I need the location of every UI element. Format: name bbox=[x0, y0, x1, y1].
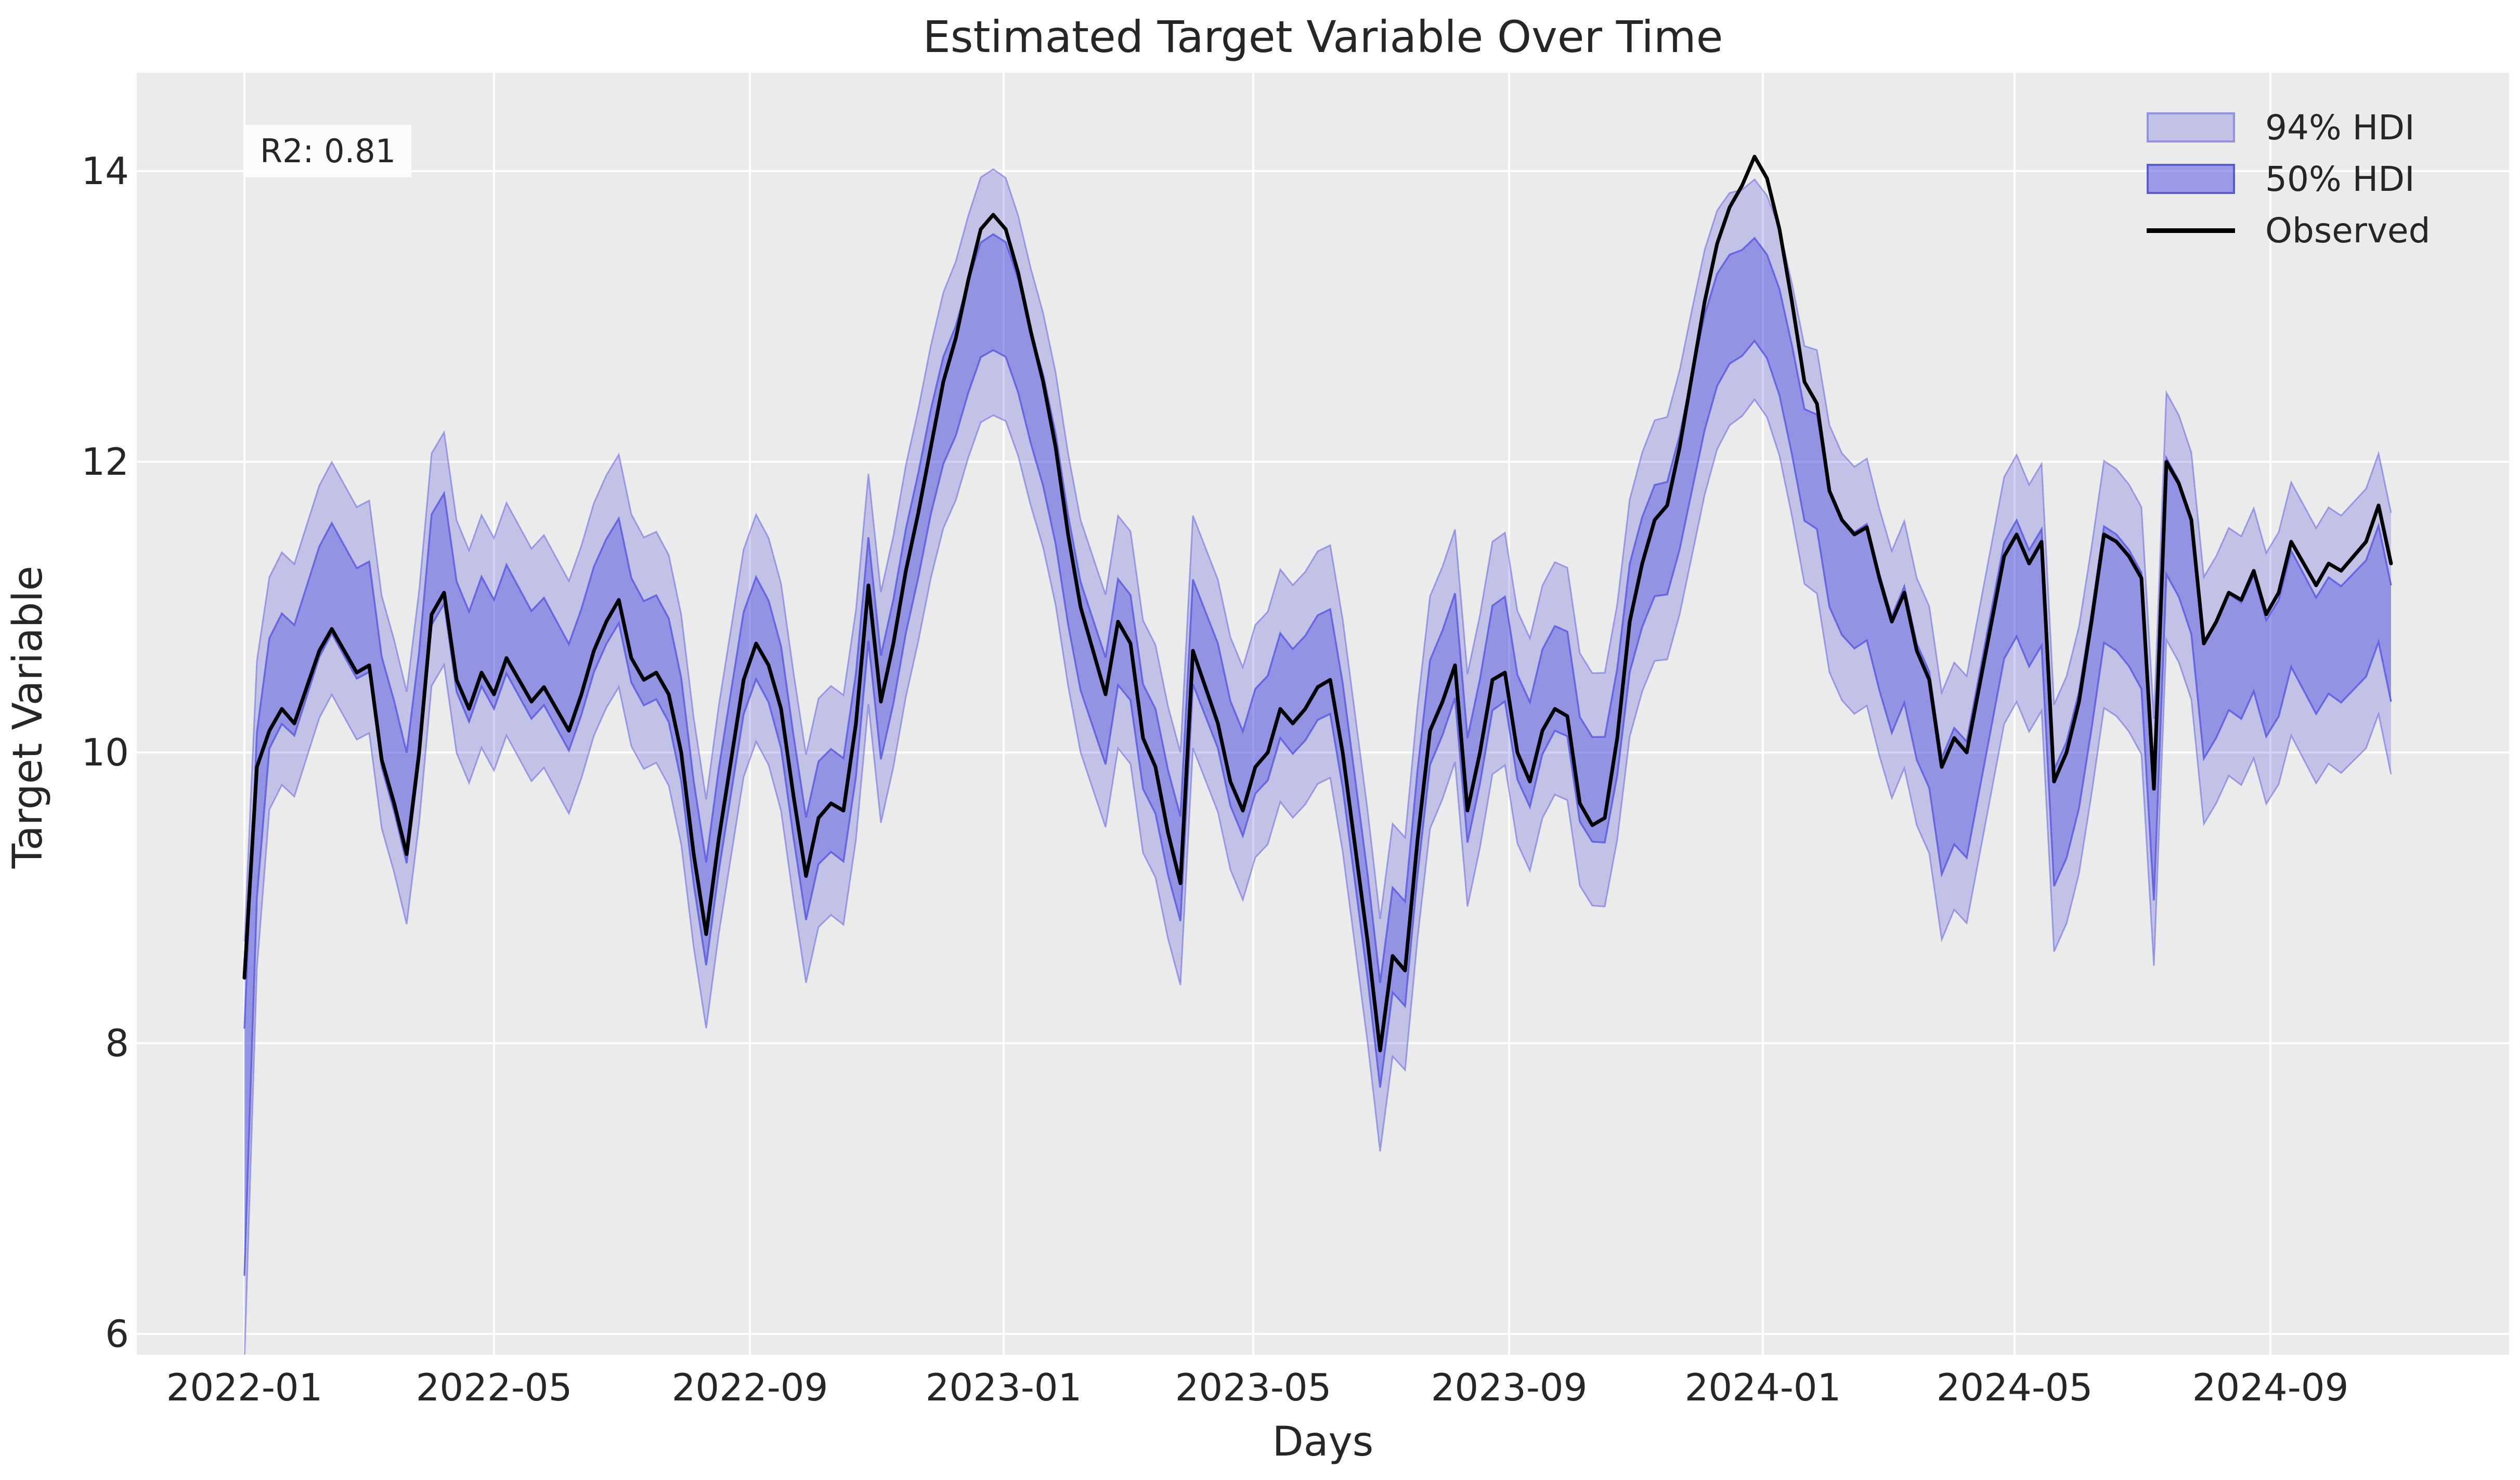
hdi50-band-swatch-icon bbox=[2147, 164, 2235, 194]
observed-line-swatch-icon bbox=[2147, 228, 2235, 233]
y-tick-label: 14 bbox=[81, 149, 129, 193]
series-group bbox=[242, 154, 2393, 1355]
x-tick-label: 2024-05 bbox=[1936, 1366, 2093, 1409]
y-tick-label: 6 bbox=[105, 1312, 129, 1356]
hdi50-lower-edge bbox=[243, 339, 2392, 1276]
x-tick-label: 2022-09 bbox=[671, 1366, 828, 1409]
hdi50-band bbox=[244, 234, 2391, 1276]
x-tick-label: 2023-05 bbox=[1175, 1366, 1332, 1409]
hdi94-upper-edge bbox=[243, 168, 2392, 942]
x-tick-label: 2023-01 bbox=[925, 1366, 1082, 1409]
y-tick-label: 10 bbox=[81, 731, 129, 774]
legend-label-50-hdi: 50% HDI bbox=[2265, 159, 2415, 199]
y-tick-label: 8 bbox=[105, 1021, 129, 1065]
hdi50-upper-edge bbox=[243, 233, 2392, 1029]
observed-line bbox=[242, 154, 2393, 1053]
r2-annotation: R2: 0.81 bbox=[244, 125, 412, 177]
x-tick-label: 2024-01 bbox=[1684, 1366, 1841, 1409]
x-tick-label: 2022-01 bbox=[166, 1366, 323, 1409]
x-tick-label: 2023-09 bbox=[1431, 1366, 1588, 1409]
legend-label-observed: Observed bbox=[2265, 211, 2431, 251]
x-tick-label: 2024-09 bbox=[2192, 1366, 2349, 1409]
y-tick-label: 12 bbox=[81, 440, 129, 484]
hdi94-lower-edge bbox=[244, 398, 2392, 1355]
x-axis-label: Days bbox=[1272, 1419, 1374, 1465]
hdi94-band bbox=[244, 169, 2391, 1355]
hdi94-band-swatch-icon bbox=[2147, 112, 2235, 142]
x-tick-label: 2022-05 bbox=[415, 1366, 573, 1409]
legend-label-94-hdi: 94% HDI bbox=[2265, 108, 2415, 148]
chart-title: Estimated Target Variable Over Time bbox=[923, 11, 1723, 62]
